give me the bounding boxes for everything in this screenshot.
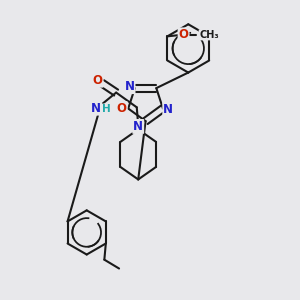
Text: N: N [124, 80, 135, 93]
Text: O: O [117, 102, 127, 115]
Text: N: N [133, 120, 143, 133]
Text: CH₃: CH₃ [199, 30, 219, 40]
Text: N: N [91, 102, 101, 115]
Text: O: O [93, 74, 103, 87]
Text: H: H [102, 104, 111, 114]
Text: N: N [163, 103, 173, 116]
Text: O: O [178, 28, 189, 41]
